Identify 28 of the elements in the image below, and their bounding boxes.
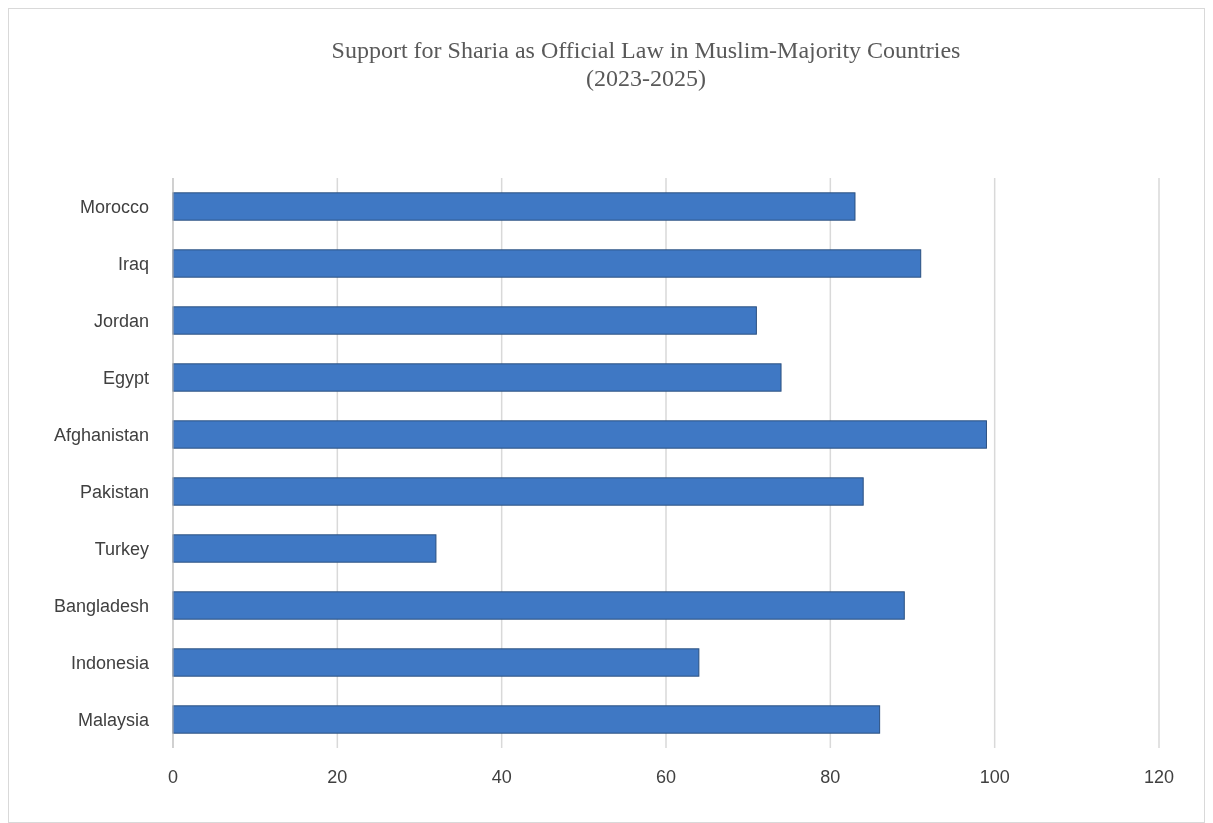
bar — [172, 249, 922, 278]
bar — [172, 705, 881, 734]
bar — [172, 192, 856, 221]
bar — [172, 591, 905, 620]
x-tick-label: 60 — [655, 767, 677, 787]
y-tick-label: Egypt — [102, 367, 149, 388]
y-tick-label: Pakistan — [79, 481, 149, 502]
y-tick-label: Bangladesh — [53, 595, 149, 616]
y-tick-label: Turkey — [94, 538, 149, 559]
y-tick-label: Jordan — [93, 310, 149, 331]
bar — [172, 534, 437, 563]
y-tick-label: Iraq — [117, 253, 149, 274]
x-tick-label: 80 — [820, 767, 841, 787]
y-tick-label: Malaysia — [77, 709, 150, 730]
y-tick-label: Afghanistan — [53, 424, 149, 445]
bar — [172, 363, 782, 392]
x-tick-label: 0 — [167, 767, 179, 787]
x-tick-label: 40 — [491, 767, 512, 787]
x-tick-label: 100 — [979, 767, 1010, 787]
bar — [172, 420, 987, 449]
y-tick-label: Indonesia — [70, 652, 150, 673]
x-tick-label: 120 — [1143, 767, 1175, 787]
bar — [172, 477, 864, 506]
bar — [172, 306, 757, 335]
y-tick-label: Morocco — [79, 196, 149, 217]
bar — [172, 648, 700, 677]
x-tick-label: 20 — [327, 767, 348, 787]
chart-title: Support for Sharia as Official Law in Muslim-Majority Countries (2023-2025) — [331, 37, 961, 91]
